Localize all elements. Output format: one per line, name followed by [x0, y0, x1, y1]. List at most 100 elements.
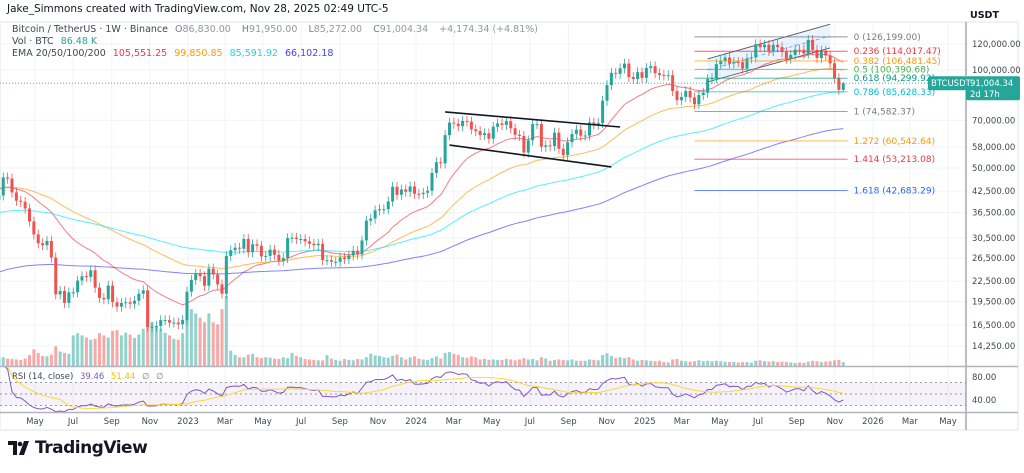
volume-bar	[281, 357, 285, 366]
volume-bar	[688, 361, 692, 366]
candle-body	[216, 274, 220, 285]
volume-bar	[364, 357, 368, 366]
candle-body	[618, 68, 622, 74]
candle-body	[28, 208, 31, 222]
volume-bar	[417, 358, 421, 366]
candle-body	[605, 85, 609, 101]
volume-bar	[1, 357, 5, 366]
volume-bar	[806, 361, 810, 366]
volume-bar	[828, 361, 832, 366]
candle-body	[246, 239, 250, 253]
volume-bar	[373, 355, 377, 366]
x-tick-label: Nov	[370, 417, 387, 427]
volume-bar	[168, 335, 171, 366]
x-tick-label: 2025	[634, 417, 656, 427]
volume-bar	[649, 360, 653, 366]
candle-body	[644, 68, 648, 78]
tradingview-logo[interactable]: TradingView	[8, 438, 148, 458]
volume-bar	[461, 357, 465, 366]
volume-bar	[246, 354, 250, 366]
ema50-line	[0, 67, 844, 270]
fib-level-label: 0.786 (85,628.33)	[854, 88, 935, 98]
volume-bar	[491, 359, 495, 366]
candle-body	[811, 39, 815, 50]
candle-body	[592, 122, 596, 125]
candle-body	[426, 190, 430, 193]
volume-bar	[767, 361, 771, 366]
price-label-box	[966, 76, 1020, 101]
candle-body	[793, 49, 797, 55]
volume-bar	[745, 362, 749, 366]
open-value: 86,830.00	[182, 24, 231, 35]
volume-bar	[723, 361, 727, 366]
candle-body	[504, 121, 508, 125]
candle-body	[474, 129, 478, 132]
candle-body	[189, 279, 193, 292]
candle-body	[413, 186, 416, 194]
volume-bar	[548, 360, 552, 366]
x-tick-label: Sep	[104, 417, 120, 427]
candle-body	[281, 258, 285, 261]
volume-bar	[780, 361, 784, 366]
volume-bar	[41, 355, 45, 366]
candle-body	[71, 292, 75, 294]
volume-bar	[133, 338, 136, 366]
candle-body	[299, 239, 303, 241]
volume-bar	[732, 361, 736, 366]
volume-bar	[325, 355, 329, 366]
volume-bar	[111, 331, 115, 366]
candle-body	[798, 49, 801, 51]
candle-body	[697, 95, 701, 105]
volume-bar	[675, 359, 679, 366]
volume-bar	[76, 333, 80, 366]
volume-bar	[36, 352, 40, 366]
candle-body	[531, 124, 535, 141]
open-label: O	[175, 24, 183, 35]
candle-body	[833, 63, 836, 79]
candle-body	[806, 39, 810, 54]
candle-body	[395, 186, 399, 195]
candles	[0, 35, 845, 332]
y-tick-label: 36,500.00	[972, 209, 1015, 219]
volume-bar	[758, 360, 762, 366]
chart-credit: Jake_Simmons created with TradingView.co…	[7, 3, 389, 15]
volume-label[interactable]: Vol · BTC	[12, 36, 54, 47]
symbol-name[interactable]: Bitcoin / TetherUS · 1W · Binance	[12, 24, 168, 35]
volume-bar	[343, 359, 346, 366]
candle-body	[741, 62, 745, 69]
candle-body	[614, 72, 618, 74]
volume-bar	[259, 358, 263, 366]
ema-label[interactable]: EMA 20/50/100/200	[12, 48, 106, 59]
trendlines[interactable]	[445, 111, 621, 168]
currency-unit[interactable]: USDT	[970, 10, 999, 21]
candle-body	[111, 285, 115, 303]
fib-retracement[interactable]: 0 (126,199.00) 0.236 (114,017.47)0.382 (1…	[694, 33, 941, 197]
fib-level-label: 1.414 (53,213.08)	[854, 155, 935, 165]
rsi-label[interactable]: RSI (14, close)	[12, 372, 74, 382]
candle-body	[456, 123, 460, 127]
volume-bar	[233, 355, 237, 366]
candle-body	[303, 239, 307, 242]
candle-body	[439, 162, 443, 164]
candle-body	[399, 189, 403, 195]
high-value: 91,950.00	[249, 24, 298, 35]
symbol-tag	[928, 76, 966, 91]
volume-bar	[666, 362, 670, 366]
candle-body	[203, 276, 206, 286]
candle-body	[150, 326, 154, 328]
x-tick-label: May	[939, 417, 957, 427]
y-tick-label: 100,000.00	[972, 66, 1021, 76]
volume-bar	[67, 353, 71, 366]
candle-body	[369, 218, 373, 221]
volume-bar	[662, 362, 666, 366]
x-tick-label: Mar	[674, 417, 691, 427]
volume-bar	[14, 359, 18, 366]
volume-bar	[268, 357, 272, 366]
candle-body	[259, 245, 263, 257]
candle-body	[154, 326, 158, 328]
volume-bar	[618, 357, 622, 366]
candle-body	[45, 240, 49, 246]
volume-bar	[465, 357, 469, 366]
